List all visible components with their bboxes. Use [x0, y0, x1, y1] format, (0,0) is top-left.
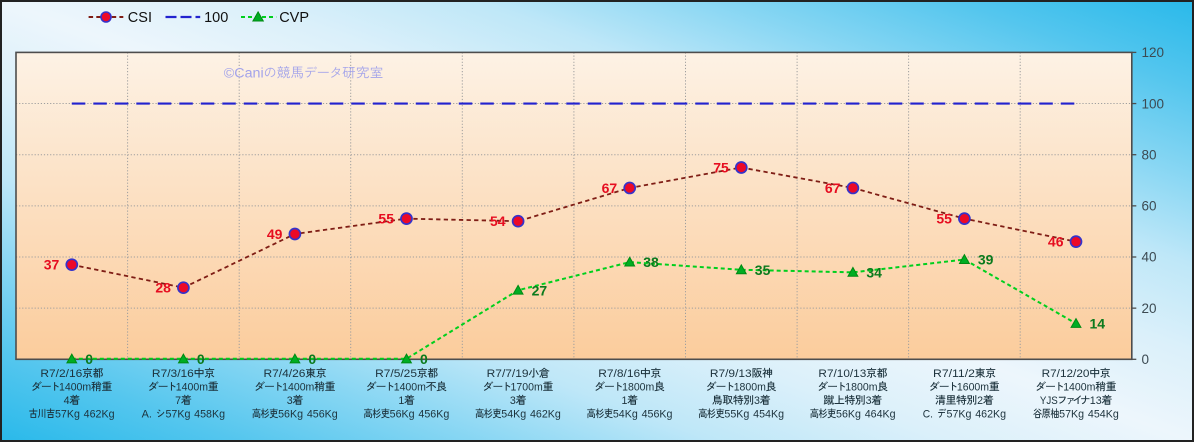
svg-text:34: 34	[866, 264, 882, 280]
svg-text:54: 54	[490, 213, 506, 229]
svg-text:1400m: 1400m	[282, 381, 314, 393]
svg-text:1400m: 1400m	[394, 381, 426, 393]
svg-text:4: 4	[64, 395, 70, 407]
svg-text:1600m: 1600m	[957, 381, 989, 393]
svg-text:464Kg: 464Kg	[865, 408, 896, 420]
svg-text:39: 39	[978, 252, 994, 268]
svg-text:YJS: YJS	[1040, 395, 1058, 407]
svg-text:40: 40	[1142, 250, 1157, 265]
svg-text:55: 55	[378, 211, 394, 227]
svg-text:20: 20	[1142, 301, 1157, 316]
svg-text:38: 38	[643, 254, 659, 270]
svg-text:28: 28	[155, 280, 171, 296]
svg-text:462Kg: 462Kg	[975, 408, 1006, 420]
svg-text:456Kg: 456Kg	[642, 408, 673, 420]
svg-text:100: 100	[1142, 96, 1165, 111]
svg-text:R7/2/16: R7/2/16	[40, 368, 82, 380]
svg-text:55: 55	[936, 211, 952, 227]
svg-text:R7/11/2: R7/11/2	[933, 368, 975, 380]
svg-text:456Kg: 456Kg	[418, 408, 449, 420]
svg-text:A.: A.	[142, 408, 152, 420]
svg-text:©Cani: ©Cani	[224, 65, 264, 80]
svg-text:454Kg: 454Kg	[1088, 408, 1119, 420]
svg-text:54Kg: 54Kg	[501, 408, 526, 420]
svg-text:454Kg: 454Kg	[753, 408, 784, 420]
svg-text:80: 80	[1142, 147, 1157, 162]
svg-text:C.: C.	[923, 408, 933, 420]
svg-text:2: 2	[977, 395, 983, 407]
svg-text:1800m: 1800m	[622, 381, 654, 393]
svg-text:1400m: 1400m	[59, 381, 91, 393]
svg-text:462Kg: 462Kg	[84, 408, 115, 420]
svg-text:1800m: 1800m	[845, 381, 877, 393]
svg-text:3: 3	[754, 395, 760, 407]
svg-text:56Kg: 56Kg	[836, 408, 861, 420]
svg-text:14: 14	[1090, 316, 1106, 332]
svg-text:46: 46	[1048, 234, 1064, 250]
svg-text:0: 0	[1142, 352, 1150, 367]
svg-text:R7/8/16: R7/8/16	[598, 368, 640, 380]
svg-text:56Kg: 56Kg	[278, 408, 303, 420]
svg-text:56Kg: 56Kg	[390, 408, 415, 420]
svg-text:R7/12/20: R7/12/20	[1042, 368, 1090, 380]
svg-text:3: 3	[510, 395, 516, 407]
svg-text:458Kg: 458Kg	[194, 408, 225, 420]
svg-text:75: 75	[713, 159, 729, 175]
svg-text:54Kg: 54Kg	[613, 408, 638, 420]
svg-text:R7/7/19: R7/7/19	[487, 368, 529, 380]
svg-text:1700m: 1700m	[511, 381, 543, 393]
svg-text:R7/5/25: R7/5/25	[375, 368, 417, 380]
svg-text:57Kg: 57Kg	[1059, 408, 1084, 420]
svg-text:1: 1	[398, 395, 404, 407]
svg-text:462Kg: 462Kg	[530, 408, 561, 420]
svg-text:35: 35	[755, 262, 771, 278]
svg-text:R7/4/26: R7/4/26	[264, 368, 306, 380]
svg-text:57Kg: 57Kg	[165, 408, 190, 420]
svg-text:120: 120	[1142, 45, 1165, 60]
svg-text:60: 60	[1142, 199, 1157, 214]
svg-text:1: 1	[621, 395, 627, 407]
svg-text:CSI: CSI	[128, 10, 152, 26]
svg-text:13: 13	[1090, 395, 1102, 407]
svg-text:0: 0	[85, 351, 93, 367]
svg-text:49: 49	[267, 226, 283, 242]
svg-text:100: 100	[204, 10, 228, 26]
svg-text:R7/10/13: R7/10/13	[818, 368, 866, 380]
svg-text:57Kg: 57Kg	[55, 408, 80, 420]
svg-text:67: 67	[602, 180, 618, 196]
svg-text:27: 27	[532, 282, 548, 298]
svg-text:R7/3/16: R7/3/16	[152, 368, 194, 380]
svg-text:3: 3	[866, 395, 872, 407]
svg-text:57Kg: 57Kg	[947, 408, 972, 420]
svg-text:7: 7	[175, 395, 181, 407]
svg-text:67: 67	[825, 180, 841, 196]
svg-text:1800m: 1800m	[734, 381, 766, 393]
svg-text:0: 0	[197, 351, 205, 367]
svg-text:0: 0	[308, 351, 316, 367]
svg-text:0: 0	[420, 351, 428, 367]
svg-text:3: 3	[287, 395, 293, 407]
svg-text:456Kg: 456Kg	[307, 408, 338, 420]
svg-text:R7/9/13: R7/9/13	[710, 368, 752, 380]
svg-text:37: 37	[44, 257, 60, 273]
svg-text:1400m: 1400m	[176, 381, 208, 393]
svg-text:1400m: 1400m	[1063, 381, 1095, 393]
svg-text:55Kg: 55Kg	[724, 408, 749, 420]
svg-text:CVP: CVP	[279, 10, 309, 26]
